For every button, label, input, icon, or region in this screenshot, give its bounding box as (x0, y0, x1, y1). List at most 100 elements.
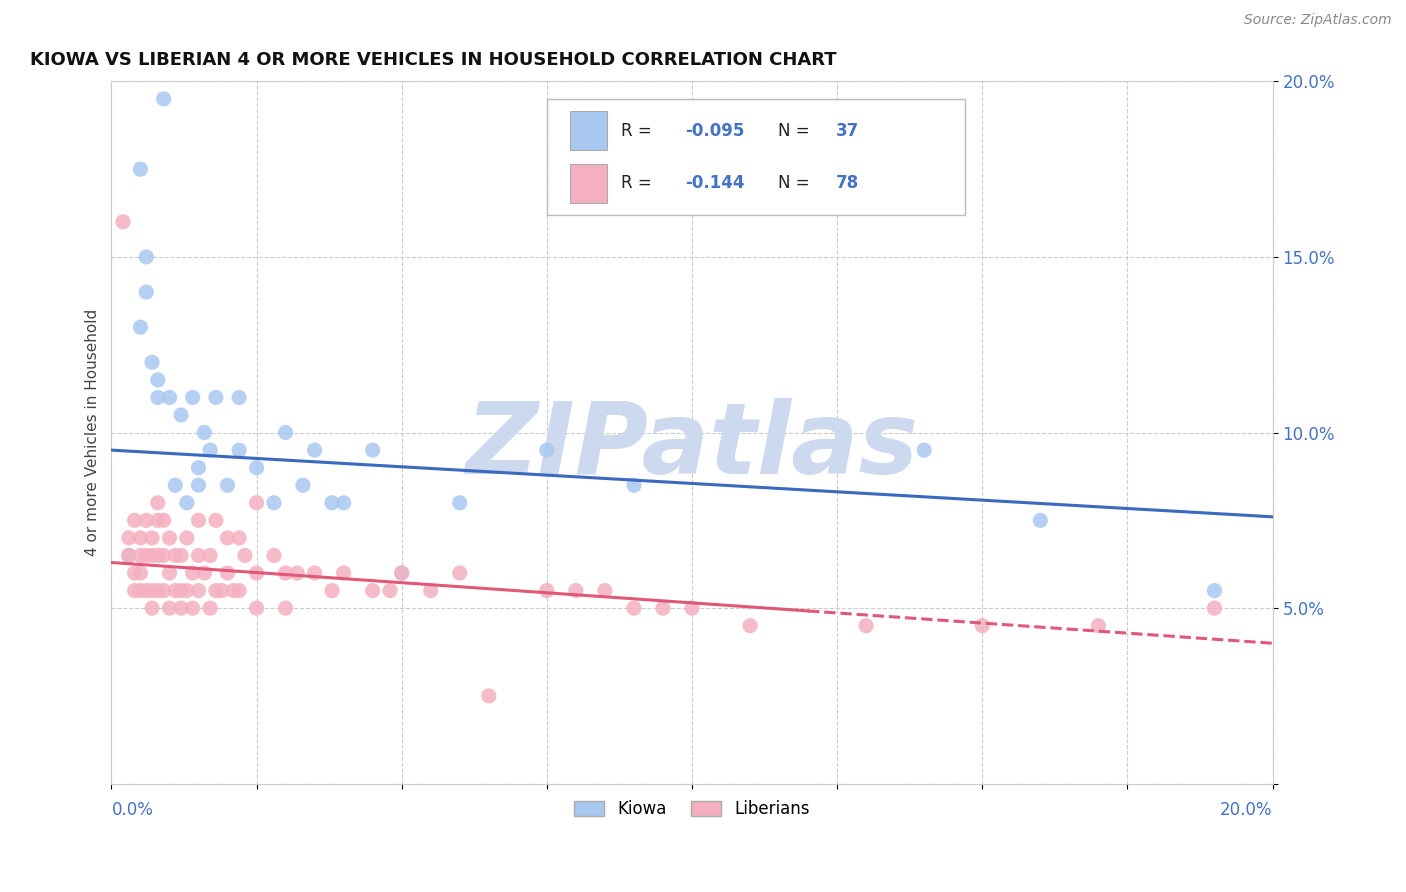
Point (129, 549, 152, 563)
Point (332, 496, 354, 510)
Point (449, 496, 471, 510)
Point (170, 549, 193, 563)
Point (152, 513, 174, 527)
Point (135, 583, 157, 598)
Point (129, 162, 152, 177)
Point (681, 601, 703, 615)
Point (285, 566, 308, 580)
Point (187, 460, 209, 475)
Point (228, 443, 250, 458)
Point (170, 408, 193, 422)
FancyBboxPatch shape (547, 99, 965, 215)
Point (378, 583, 401, 598)
Point (124, 566, 146, 580)
Point (165, 583, 187, 598)
Point (217, 566, 239, 580)
Point (146, 391, 169, 405)
Point (141, 355, 163, 369)
Point (135, 250, 157, 264)
Point (193, 425, 215, 440)
Point (141, 549, 163, 563)
Point (855, 618, 877, 632)
Point (159, 391, 181, 405)
Point (187, 583, 209, 598)
Point (187, 513, 209, 527)
Point (593, 583, 616, 598)
Point (274, 601, 297, 615)
Point (217, 531, 239, 545)
Text: Source: ZipAtlas.com: Source: ZipAtlas.com (1244, 13, 1392, 28)
Point (211, 583, 233, 598)
Point (118, 549, 141, 563)
Point (536, 583, 558, 598)
Point (135, 513, 157, 527)
Point (1029, 513, 1052, 527)
Point (449, 566, 471, 580)
Point (152, 583, 174, 598)
Point (263, 496, 285, 510)
Point (181, 566, 204, 580)
Point (129, 320, 152, 334)
Point (146, 373, 169, 387)
FancyBboxPatch shape (569, 164, 607, 202)
Point (228, 531, 250, 545)
Point (170, 583, 193, 598)
Point (274, 566, 297, 580)
Point (623, 601, 645, 615)
Point (652, 601, 675, 615)
Point (187, 549, 209, 563)
Point (146, 513, 169, 527)
Point (623, 478, 645, 492)
Point (124, 513, 146, 527)
Point (321, 496, 343, 510)
Point (912, 443, 935, 458)
Point (391, 566, 413, 580)
Text: -0.095: -0.095 (685, 121, 744, 139)
Point (118, 549, 141, 563)
Point (146, 583, 169, 598)
Point (159, 566, 181, 580)
Point (129, 531, 152, 545)
FancyBboxPatch shape (569, 112, 607, 150)
Point (165, 549, 187, 563)
Point (159, 601, 181, 615)
Y-axis label: 4 or more Vehicles in Household: 4 or more Vehicles in Household (86, 309, 100, 557)
Point (1204, 601, 1226, 615)
Point (419, 583, 441, 598)
Point (263, 549, 285, 563)
Point (141, 583, 163, 598)
Point (228, 583, 250, 598)
Text: KIOWA VS LIBERIAN 4 OR MORE VEHICLES IN HOUSEHOLD CORRELATION CHART: KIOWA VS LIBERIAN 4 OR MORE VEHICLES IN … (30, 51, 837, 69)
Point (205, 583, 228, 598)
Point (181, 601, 204, 615)
Point (245, 601, 267, 615)
Text: 0.0%: 0.0% (111, 801, 153, 819)
Point (170, 601, 193, 615)
Point (141, 601, 163, 615)
Point (146, 549, 169, 563)
Point (361, 583, 384, 598)
Point (222, 583, 245, 598)
Point (1087, 618, 1109, 632)
Point (292, 478, 315, 492)
Text: 78: 78 (837, 174, 859, 192)
Text: ZIPatlas: ZIPatlas (465, 398, 918, 495)
Point (391, 566, 413, 580)
Point (111, 215, 134, 229)
Point (233, 549, 256, 563)
Point (478, 689, 501, 703)
Point (245, 496, 267, 510)
Text: 37: 37 (837, 121, 859, 139)
Point (738, 618, 761, 632)
Point (141, 531, 163, 545)
Point (129, 566, 152, 580)
Point (245, 460, 267, 475)
Point (217, 478, 239, 492)
Point (176, 583, 198, 598)
Point (124, 583, 146, 598)
Point (321, 583, 343, 598)
Point (198, 549, 221, 563)
Point (187, 478, 209, 492)
Point (135, 285, 157, 299)
Point (1204, 583, 1226, 598)
